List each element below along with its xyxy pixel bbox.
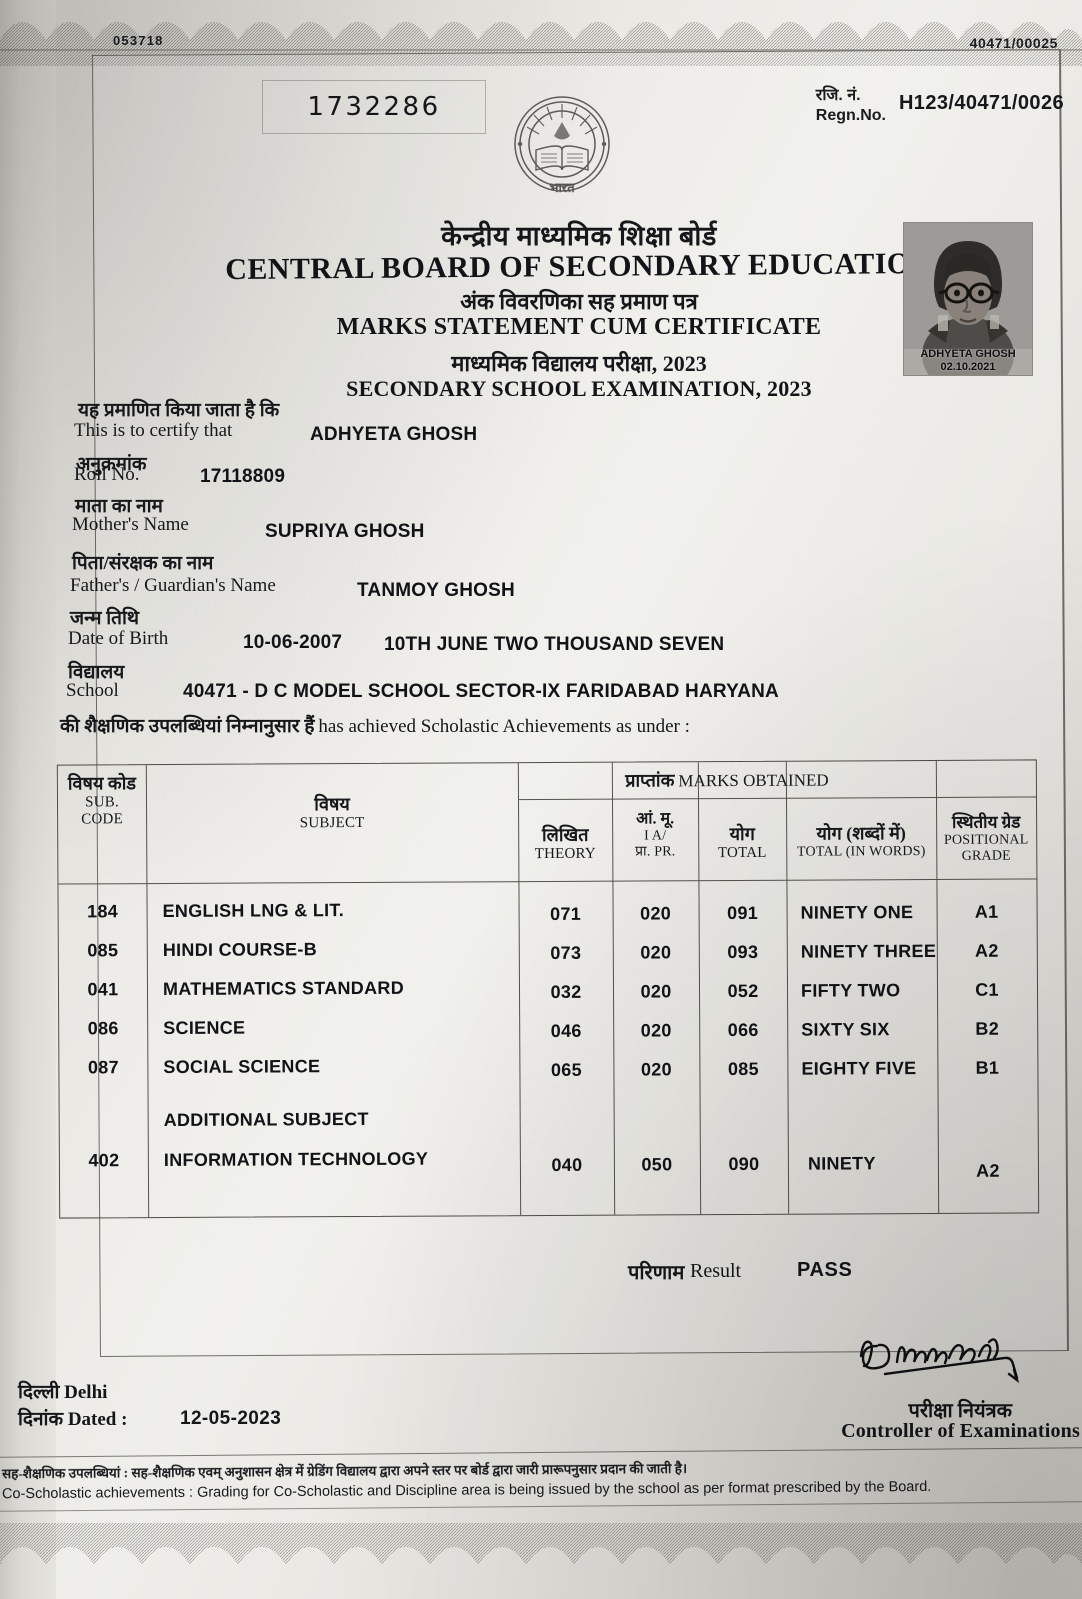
certify-label-hi: यह प्रमाणित किया जाता है कि — [78, 400, 280, 421]
result-label-hi: परिणाम — [628, 1262, 685, 1284]
dob-value: 10-06-2007 — [243, 632, 343, 653]
roll-label-en: Roll No. — [74, 464, 140, 485]
issue-place: दिल्ली Delhi — [18, 1378, 107, 1404]
school-value: 40471 - D C MODEL SCHOOL SECTOR-IX FARID… — [183, 681, 779, 702]
issue-date-label-en: Dated : — [67, 1409, 128, 1430]
th-total-en: TOTAL — [717, 844, 767, 861]
th-ia-en1: I A/ — [644, 828, 667, 844]
result-label-en: Result — [690, 1260, 742, 1282]
th-marks-obtained: प्राप्तांक MARKS OBTAINED — [518, 767, 936, 793]
table-row: 041 — [87, 979, 119, 1000]
issue-date-label: दिनांक Dated : — [18, 1405, 127, 1431]
th-sub-code-en2: CODE — [81, 811, 123, 828]
photo-caption-date: 02.10.2021 — [940, 360, 996, 373]
table-row: 184 — [87, 901, 119, 922]
marks-table: विषय कोड SUB. CODE विषय SUBJECT प्राप्ता… — [56, 759, 1040, 1219]
paper-left-edge — [0, 0, 56, 1599]
issue-place-hi: दिल्ली — [18, 1382, 60, 1403]
mother-label-hi: माता का नाम — [75, 496, 163, 517]
th-theory: लिखित THEORY — [518, 825, 612, 863]
th-total: योग TOTAL — [698, 824, 786, 862]
th-sub-code-en1: SUB. — [85, 793, 119, 811]
photo-caption: ADHYETA GHOSH 02.10.2021 — [904, 348, 1032, 373]
achievement-line-hi: की शैक्षणिक उपलब्धियां निम्नानुसार हैं — [60, 716, 315, 737]
school-batch-code: 40471/00025 — [969, 35, 1058, 51]
issue-date-label-hi: दिनांक — [18, 1409, 64, 1430]
footer-note-en: Co-Scholastic achievements : Grading for… — [1, 1478, 932, 1503]
th-subject-hi: विषय — [314, 794, 350, 815]
th-subject: विषय SUBJECT — [146, 793, 518, 833]
result-value: PASS — [797, 1259, 853, 1281]
issue-place-en: Delhi — [64, 1382, 108, 1403]
registration-number: H123/40471/0026 — [898, 92, 1064, 114]
th-marks-obtained-hi: प्राप्तांक — [625, 770, 675, 791]
th-theory-hi: लिखित — [541, 824, 589, 846]
controller-title-hi: परीक्षा नियंत्रक — [908, 1400, 1012, 1422]
emblem-caption: भारत — [549, 180, 575, 195]
issue-date-value: 12-05-2023 — [180, 1408, 282, 1429]
table-row: 087 — [87, 1057, 119, 1078]
mother-label-en: Mother's Name — [72, 514, 189, 535]
th-ia-hi: आं. मू. — [636, 810, 675, 828]
achievement-line: की शैक्षणिक उपलब्धियां निम्नानुसार हैं h… — [60, 712, 690, 738]
student-photo: ADHYETA GHOSH 02.10.2021 — [903, 222, 1033, 376]
student-name-value: ADHYETA GHOSH — [310, 424, 478, 445]
father-label-en: Father's / Guardian's Name — [70, 575, 276, 596]
guilloche-band-bottom — [0, 1513, 1082, 1599]
father-name-value: TANMOY GHOSH — [357, 580, 515, 601]
table-row: 086 — [87, 1018, 119, 1039]
footer-divider-secondary — [0, 1501, 1082, 1512]
th-internal-assessment: आं. मू. I A/ प्रा. PR. — [612, 810, 698, 861]
registration-label-hi: रजि. नं. — [815, 87, 861, 104]
th-grade-en2: GRADE — [961, 848, 1011, 864]
school-label-hi: विद्यालय — [68, 662, 125, 683]
controller-title-en: Controller of Examinations — [841, 1420, 1080, 1442]
th-total-hi: योग — [729, 823, 755, 845]
th-theory-en: THEORY — [534, 845, 596, 862]
th-ia-en2: प्रा. PR. — [635, 844, 676, 861]
registration-label-en: Regn.No. — [815, 107, 886, 124]
mother-name-value: SUPRIYA GHOSH — [265, 521, 425, 542]
board-name-hi: केन्द्रीय माध्यमिक शिक्षा बोर्ड — [441, 221, 717, 251]
th-total-in-words: योग (शब्दों में) TOTAL (IN WORDS) — [786, 823, 936, 861]
examination-name-en: SECONDARY SCHOOL EXAMINATION, 2023 — [346, 376, 812, 401]
certificate-number: 1732286 — [307, 92, 441, 122]
table-row: 402 — [88, 1150, 120, 1171]
th-sub-code-hi: विषय कोड — [67, 773, 137, 794]
document-title-en: MARKS STATEMENT CUM CERTIFICATE — [336, 314, 822, 340]
th-marks-obtained-en: MARKS OBTAINED — [678, 770, 829, 791]
th-subject-en: SUBJECT — [299, 814, 365, 831]
roll-label-hi: अनुक्रमांक — [76, 454, 147, 475]
dob-label-en: Date of Birth — [68, 628, 169, 649]
examination-name-hi: माध्यमिक विद्यालय परीक्षा, 2023 — [451, 351, 707, 376]
certificate-number-box: 1732286 — [262, 80, 486, 134]
th-total-words-en: TOTAL (IN WORDS) — [796, 843, 926, 860]
document-title-hi: अंक विवरणिका सह प्रमाण पत्र — [460, 289, 698, 314]
dob-label-hi: जन्म तिथि — [70, 608, 140, 629]
serial-number: 053718 — [113, 33, 164, 48]
dob-words-value: 10TH JUNE TWO THOUSAND SEVEN — [384, 634, 725, 655]
th-grade-en1: POSITIONAL — [943, 832, 1029, 848]
th-grade-hi: स्थितीय ग्रेड — [951, 812, 1021, 832]
achievement-line-en: has achieved Scholastic Achievements as … — [318, 716, 690, 737]
school-label-en: School — [66, 680, 119, 701]
table-row: 085 — [87, 940, 119, 961]
roll-number-value: 17118809 — [200, 466, 286, 487]
additional-subject-heading: ADDITIONAL SUBJECT — [163, 1108, 369, 1131]
controller-signature — [855, 1330, 1055, 1390]
registration-label: रजि. नं. Regn.No. — [816, 86, 886, 126]
th-positional-grade: स्थितीय ग्रेड POSITIONAL GRADE — [936, 812, 1036, 864]
photo-caption-name: ADHYETA GHOSH — [920, 348, 1016, 361]
th-total-words-hi: योग (शब्दों में) — [816, 823, 906, 844]
certify-label-en: This is to certify that — [74, 420, 233, 441]
cbse-emblem-icon: भारत — [500, 88, 624, 204]
th-sub-code: विषय कोड SUB. CODE — [58, 773, 146, 829]
father-label-hi: पिता/संरक्षक का नाम — [72, 553, 214, 574]
